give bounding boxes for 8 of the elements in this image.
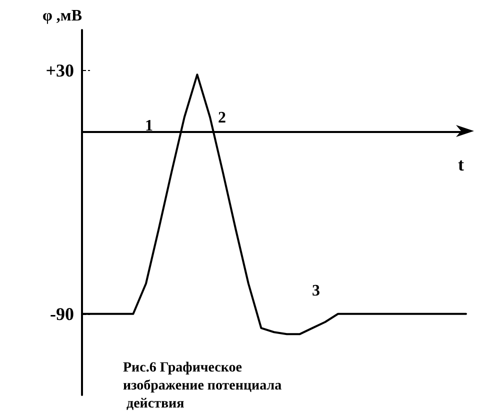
y-axis-title: φ ,мВ (42, 8, 82, 24)
annotation: 2 (218, 110, 226, 126)
annotation: 1 (145, 118, 153, 134)
annotation: 3 (312, 282, 320, 300)
y-tick-label: +30 (46, 60, 74, 81)
y-tick-label: -90 (50, 304, 74, 324)
text: Рис.6 Графическое изображение потенциала действия (123, 360, 282, 412)
x-axis-title: t (458, 154, 464, 174)
